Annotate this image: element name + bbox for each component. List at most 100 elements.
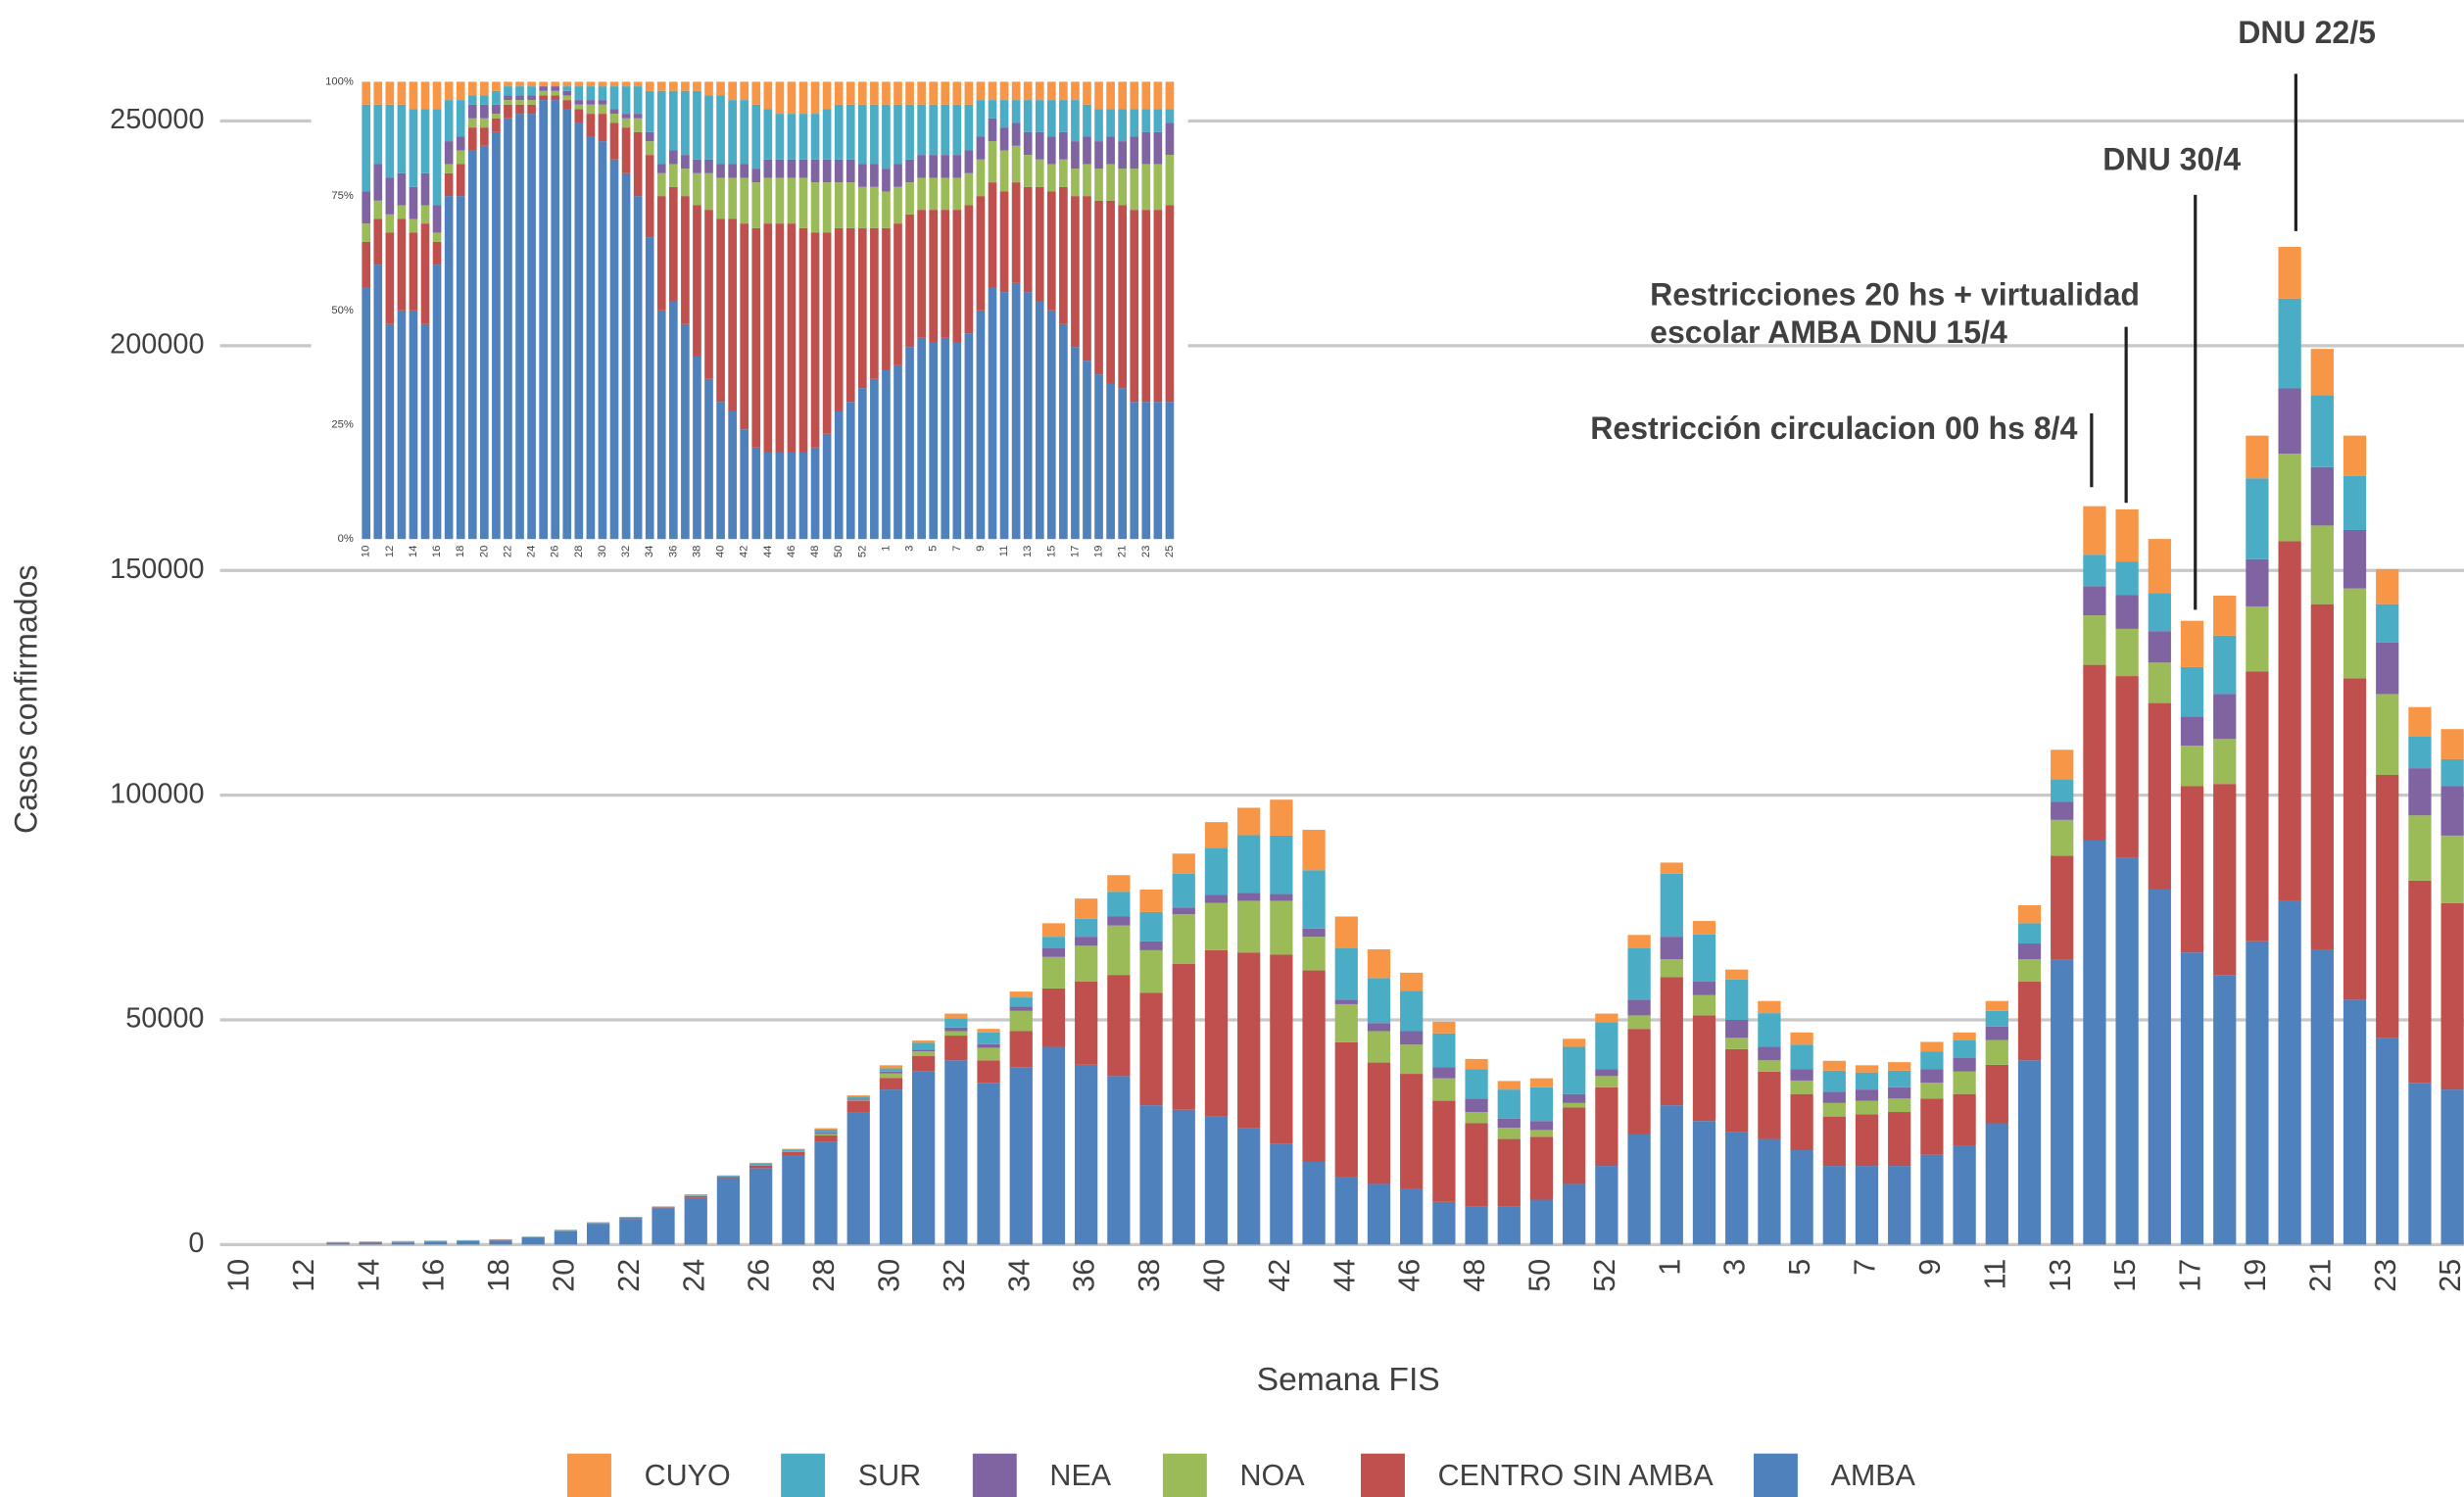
x-tick-label: 11 bbox=[1978, 1259, 2011, 1290]
bar-segment bbox=[2376, 1038, 2399, 1245]
bar-segment bbox=[492, 104, 501, 115]
bar-segment bbox=[929, 155, 939, 178]
bar-segment bbox=[2278, 246, 2301, 299]
bar-segment bbox=[693, 159, 701, 173]
bar-segment bbox=[409, 186, 418, 219]
bar-segment bbox=[2083, 555, 2106, 587]
bar-segment bbox=[621, 114, 631, 119]
bar-segment bbox=[385, 104, 395, 178]
bar-segment bbox=[2180, 620, 2204, 667]
bar-segment bbox=[1367, 1031, 1391, 1063]
bar-segment bbox=[912, 1042, 936, 1050]
bar-segment bbox=[952, 155, 962, 178]
x-tick-label: 46 bbox=[786, 546, 797, 557]
bar-segment bbox=[554, 1231, 578, 1245]
bar-segment bbox=[1302, 937, 1326, 971]
x-tick-label: 17 bbox=[2174, 1259, 2207, 1292]
bar-segment bbox=[562, 109, 572, 540]
bar-segment bbox=[1627, 947, 1651, 1000]
bar-segment bbox=[977, 1032, 1000, 1044]
bar-segment bbox=[1985, 1064, 2008, 1124]
bar-segment bbox=[2246, 435, 2269, 479]
bar-segment bbox=[1023, 186, 1033, 293]
bar-segment bbox=[728, 410, 737, 540]
bar-segment bbox=[2180, 786, 2204, 953]
bar-segment bbox=[656, 172, 666, 197]
bar-segment bbox=[1041, 988, 1066, 1047]
x-tick-label: 34 bbox=[644, 546, 655, 557]
bar-segment bbox=[905, 81, 914, 105]
x-tick-label: 25 bbox=[2434, 1259, 2464, 1292]
bar-segment bbox=[1692, 1015, 1716, 1122]
bar-segment bbox=[912, 1071, 936, 1245]
bar-segment bbox=[775, 114, 785, 160]
bar-segment bbox=[716, 218, 725, 403]
bar-segment bbox=[894, 223, 902, 365]
bar-segment bbox=[457, 1239, 480, 1241]
bar-segment bbox=[492, 131, 501, 540]
legend-label: SUR bbox=[858, 1459, 921, 1492]
bar-segment bbox=[704, 172, 713, 211]
bar-segment bbox=[1075, 1064, 1098, 1245]
legend-label: NOA bbox=[1240, 1459, 1306, 1492]
bar-segment bbox=[1130, 136, 1139, 169]
bar-segment bbox=[492, 118, 501, 132]
bar-segment bbox=[1595, 1166, 1619, 1245]
x-tick-label: 25 bbox=[1164, 546, 1176, 557]
bar-segment bbox=[1855, 1114, 1879, 1167]
bar-segment bbox=[1011, 182, 1021, 283]
bar-segment bbox=[527, 86, 536, 96]
bar-segment bbox=[1118, 388, 1128, 540]
x-tick-label: 30 bbox=[597, 546, 608, 557]
bar-segment bbox=[798, 177, 808, 228]
x-tick-label: 13 bbox=[1022, 546, 1034, 557]
bar-segment bbox=[619, 1217, 643, 1218]
x-tick-label: 3 bbox=[1718, 1259, 1752, 1276]
bar-segment bbox=[2148, 593, 2171, 632]
bar-segment bbox=[1106, 383, 1115, 540]
bar-segment bbox=[2115, 561, 2139, 596]
bar-segment bbox=[952, 177, 962, 211]
bar-segment bbox=[1118, 205, 1128, 389]
bar-segment bbox=[845, 159, 855, 183]
bar-segment bbox=[964, 333, 974, 540]
bar-segment bbox=[1529, 1130, 1554, 1137]
bar-segment bbox=[1855, 1100, 1879, 1115]
bar-segment bbox=[1855, 1089, 1879, 1101]
bar-segment bbox=[941, 337, 950, 540]
bar-segment bbox=[2213, 635, 2237, 695]
x-tick-label: 22 bbox=[612, 1259, 646, 1292]
bar-segment bbox=[857, 164, 867, 187]
bar-segment bbox=[1985, 1000, 2008, 1011]
bar-segment bbox=[1855, 1166, 1879, 1245]
bar-segment bbox=[1141, 164, 1151, 211]
x-tick-label: 44 bbox=[762, 546, 774, 557]
bar-segment bbox=[2180, 746, 2204, 787]
bar-segment bbox=[2213, 694, 2237, 740]
bar-segment bbox=[1059, 100, 1068, 132]
bar-segment bbox=[2115, 508, 2139, 562]
bar-segment bbox=[1400, 1074, 1424, 1189]
bar-segment bbox=[1009, 991, 1033, 998]
y-tick-label: 200000 bbox=[110, 329, 204, 361]
bar-segment bbox=[716, 1175, 741, 1177]
bar-segment bbox=[586, 104, 596, 115]
bar-segment bbox=[1367, 978, 1391, 1024]
bar-segment bbox=[810, 232, 820, 448]
bar-segment bbox=[1660, 977, 1683, 1106]
bar-segment bbox=[2051, 819, 2074, 856]
bar-segment bbox=[1075, 982, 1098, 1065]
bar-segment bbox=[1106, 200, 1115, 384]
x-tick-label: 19 bbox=[2239, 1259, 2272, 1292]
bar-segment bbox=[740, 81, 749, 101]
bar-segment bbox=[1920, 1098, 1944, 1155]
bar-segment bbox=[1107, 925, 1131, 976]
bar-segment bbox=[668, 90, 678, 151]
bar-segment bbox=[432, 109, 442, 206]
bar-segment bbox=[1888, 1087, 1911, 1099]
bar-segment bbox=[846, 1099, 870, 1101]
bar-segment bbox=[912, 1049, 936, 1052]
bar-segment bbox=[373, 265, 383, 540]
bar-segment bbox=[1334, 947, 1358, 1000]
bar-segment bbox=[1172, 914, 1195, 964]
